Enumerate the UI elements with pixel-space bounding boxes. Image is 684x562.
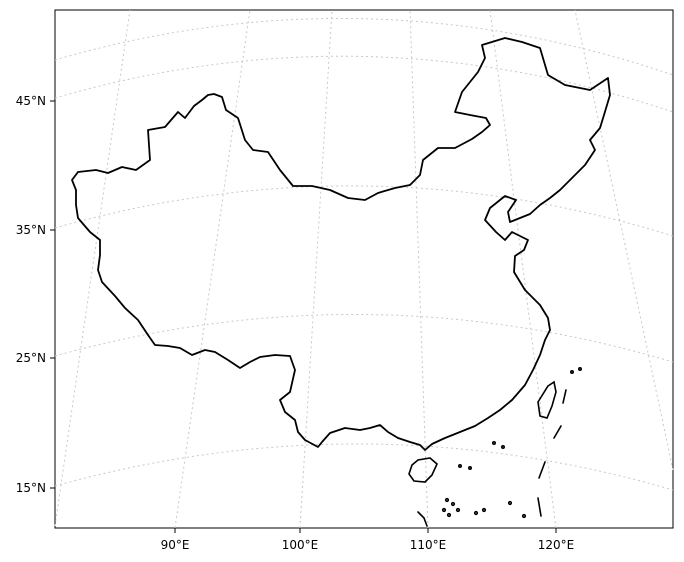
dash-segment bbox=[553, 425, 562, 439]
island-dot bbox=[446, 512, 452, 518]
lon-label-120e: 120°E bbox=[538, 538, 575, 552]
parallel-line-35n bbox=[54, 185, 674, 237]
meridian-line-120e bbox=[489, 9, 557, 529]
hainan-island bbox=[408, 457, 438, 483]
island-dot bbox=[569, 369, 574, 374]
lat-label-35n: 35°N bbox=[16, 223, 46, 237]
island-dot bbox=[467, 465, 472, 470]
taiwan-island bbox=[537, 380, 557, 419]
island-dot bbox=[457, 463, 462, 468]
island-dot bbox=[450, 501, 456, 507]
longitude-axis: 90°E 100°E 110°E 120°E bbox=[161, 528, 575, 552]
island-dot bbox=[521, 513, 527, 519]
meridian-line-90e bbox=[174, 9, 251, 529]
latitude-axis: 45°N 35°N 25°N 15°N bbox=[16, 94, 55, 495]
island-dot bbox=[473, 510, 479, 516]
dash-segment bbox=[417, 511, 428, 527]
china-coastline bbox=[71, 37, 611, 451]
lon-label-110e: 110°E bbox=[410, 538, 447, 552]
lon-label-90e: 90°E bbox=[161, 538, 190, 552]
graticule-meridians bbox=[54, 9, 674, 529]
island-dot bbox=[455, 507, 461, 513]
island-dot bbox=[444, 497, 450, 503]
meridian-line-100e bbox=[299, 9, 333, 529]
meridian-line bbox=[54, 9, 131, 527]
island-dot bbox=[500, 444, 505, 449]
island-dot bbox=[481, 507, 487, 513]
islands-and-dashes bbox=[417, 366, 582, 527]
parallel-line-15n bbox=[54, 443, 674, 491]
meridian-line bbox=[574, 9, 674, 471]
map-frame bbox=[54, 9, 674, 529]
lat-label-25n: 25°N bbox=[16, 351, 46, 365]
lon-label-100e: 100°E bbox=[282, 538, 319, 552]
island-dot bbox=[441, 507, 447, 513]
meridian-line-110e bbox=[409, 9, 429, 529]
lat-label-15n: 15°N bbox=[16, 481, 46, 495]
dash-segment bbox=[537, 497, 542, 517]
dash-segment bbox=[562, 389, 567, 404]
island-dot bbox=[577, 366, 582, 371]
island-dot bbox=[491, 440, 496, 445]
parallel-line-25n bbox=[54, 314, 674, 363]
island-dot bbox=[507, 500, 513, 506]
dash-segment bbox=[538, 461, 546, 479]
graticule-parallels bbox=[54, 17, 674, 491]
lat-label-45n: 45°N bbox=[16, 94, 46, 108]
